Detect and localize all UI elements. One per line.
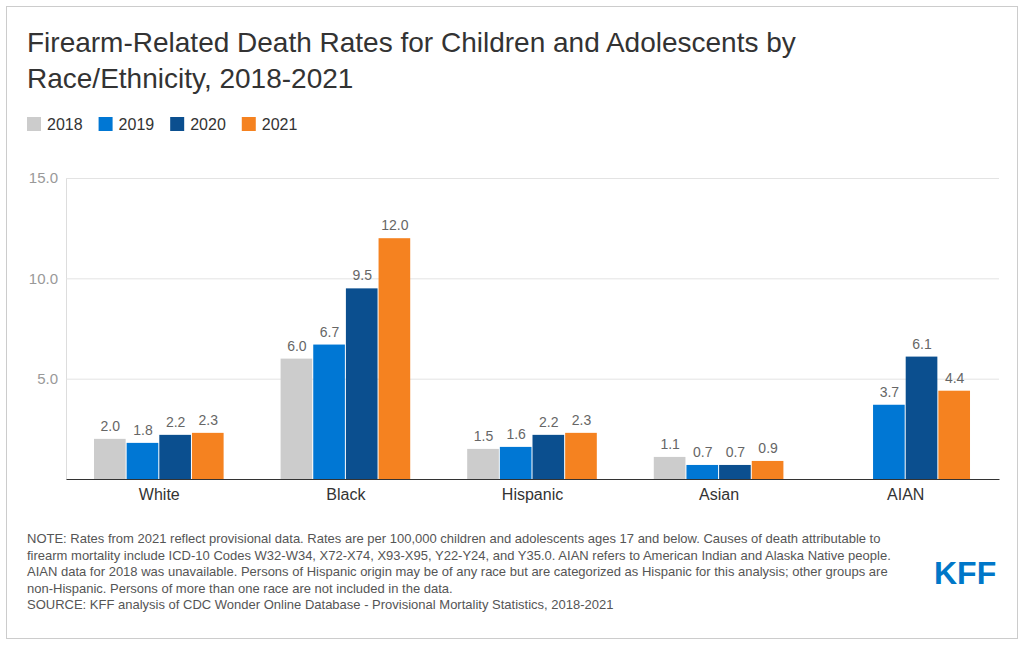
legend-label: 2021: [262, 116, 298, 133]
text-line: Race/Ethnicity, 2018-2021: [27, 63, 353, 94]
bar: [159, 435, 191, 479]
bar: [686, 465, 718, 479]
x-axis-line: [67, 479, 1000, 480]
bar: [467, 449, 499, 479]
note: NOTE: Rates from 2021 reflect provisiona…: [27, 531, 891, 596]
bar: [281, 359, 313, 479]
data-label: 6.0: [287, 338, 307, 354]
legend-label: 2019: [119, 116, 155, 133]
bar: [533, 435, 565, 479]
bar: [127, 443, 159, 479]
legend: 2018 2019 2020 2021: [27, 116, 297, 133]
legend-swatch: [242, 117, 256, 131]
bar: [938, 391, 970, 479]
x-tick: White: [139, 479, 180, 503]
x-tick: Hispanic: [502, 479, 563, 503]
chart: Firearm-Related Death Rates for Children…: [0, 0, 1024, 645]
frame: [7, 7, 1018, 639]
text-line: firearm mortality include ICD-10 Codes W…: [27, 548, 891, 563]
y-tick: 5.0: [37, 370, 999, 387]
bar: [192, 433, 224, 479]
bar: [906, 357, 938, 479]
x-tick-label: White: [139, 486, 180, 503]
source: SOURCE: KFF analysis of CDC Wonder Onlin…: [27, 597, 613, 612]
y-tick-label: 10.0: [29, 270, 58, 287]
data-label: 0.9: [758, 440, 778, 456]
grid-line: [66, 379, 999, 380]
bar: [346, 288, 378, 479]
data-label: 12.0: [381, 217, 408, 233]
x-tick: Black: [326, 479, 366, 503]
data-label: 6.7: [320, 324, 340, 340]
x-tick: AIAN: [887, 479, 924, 503]
legend-label: 2018: [47, 116, 83, 133]
x-tick: Asian: [699, 479, 739, 503]
data-label: 1.5: [474, 428, 494, 444]
x-tick-label: AIAN: [887, 486, 924, 503]
text-line: NOTE: Rates from 2021 reflect provisiona…: [27, 531, 880, 546]
data-label: 4.4: [945, 370, 965, 386]
logo: KFF: [934, 555, 996, 591]
data-label: 2.3: [572, 412, 592, 428]
bar: [873, 405, 905, 479]
bar: [719, 465, 751, 479]
grid-line: [66, 278, 999, 279]
legend-label: 2020: [190, 116, 226, 133]
data-label: 0.7: [726, 444, 746, 460]
data-label: 1.8: [133, 422, 153, 438]
data-label: 9.5: [352, 267, 372, 283]
data-label: 1.1: [660, 436, 680, 452]
x-tick-label: Black: [326, 486, 366, 503]
data-label: 2.2: [166, 414, 186, 430]
bars: [94, 238, 970, 479]
text-line: Firearm-Related Death Rates for Children…: [27, 27, 796, 58]
x-axis: White Black Hispanic Asian AIAN: [67, 479, 1000, 503]
bar: [379, 238, 411, 479]
text-line: non-Hispanic. Persons of more than one r…: [27, 581, 453, 596]
bar: [94, 439, 126, 479]
data-labels: 2.0 6.0 1.5 1.1 1.8 6.7 1.6 0.7 3.7 2.2 9.5 2.2 0.7 6…: [101, 217, 965, 460]
data-label: 0.7: [693, 444, 713, 460]
y-tick: 15.0: [29, 169, 999, 186]
y-tick: 10.0: [29, 270, 999, 287]
data-label: 2.2: [539, 414, 559, 430]
bar: [565, 433, 597, 479]
bar: [752, 461, 784, 479]
data-label: 1.6: [506, 426, 526, 442]
y-tick-label: 5.0: [37, 370, 58, 387]
grid-line: [66, 178, 999, 179]
x-tick-label: Hispanic: [502, 486, 563, 503]
bar: [654, 457, 686, 479]
y-tick-label: 15.0: [29, 169, 58, 186]
legend-swatch: [99, 117, 113, 131]
title: Firearm-Related Death Rates for Children…: [27, 27, 796, 94]
y-axis: 5.0 10.0 15.0: [29, 169, 999, 479]
x-tick-label: Asian: [699, 486, 739, 503]
bar: [500, 447, 532, 479]
data-label: 2.0: [101, 418, 121, 434]
data-label: 3.7: [880, 384, 900, 400]
y-axis-line: [66, 179, 67, 480]
data-label: 6.1: [912, 336, 932, 352]
legend-swatch: [170, 117, 184, 131]
bar: [313, 345, 345, 479]
legend-swatch: [27, 117, 41, 131]
text-line: AIAN data for 2018 was unavailable. Pers…: [27, 564, 888, 579]
data-label: 2.3: [199, 412, 219, 428]
